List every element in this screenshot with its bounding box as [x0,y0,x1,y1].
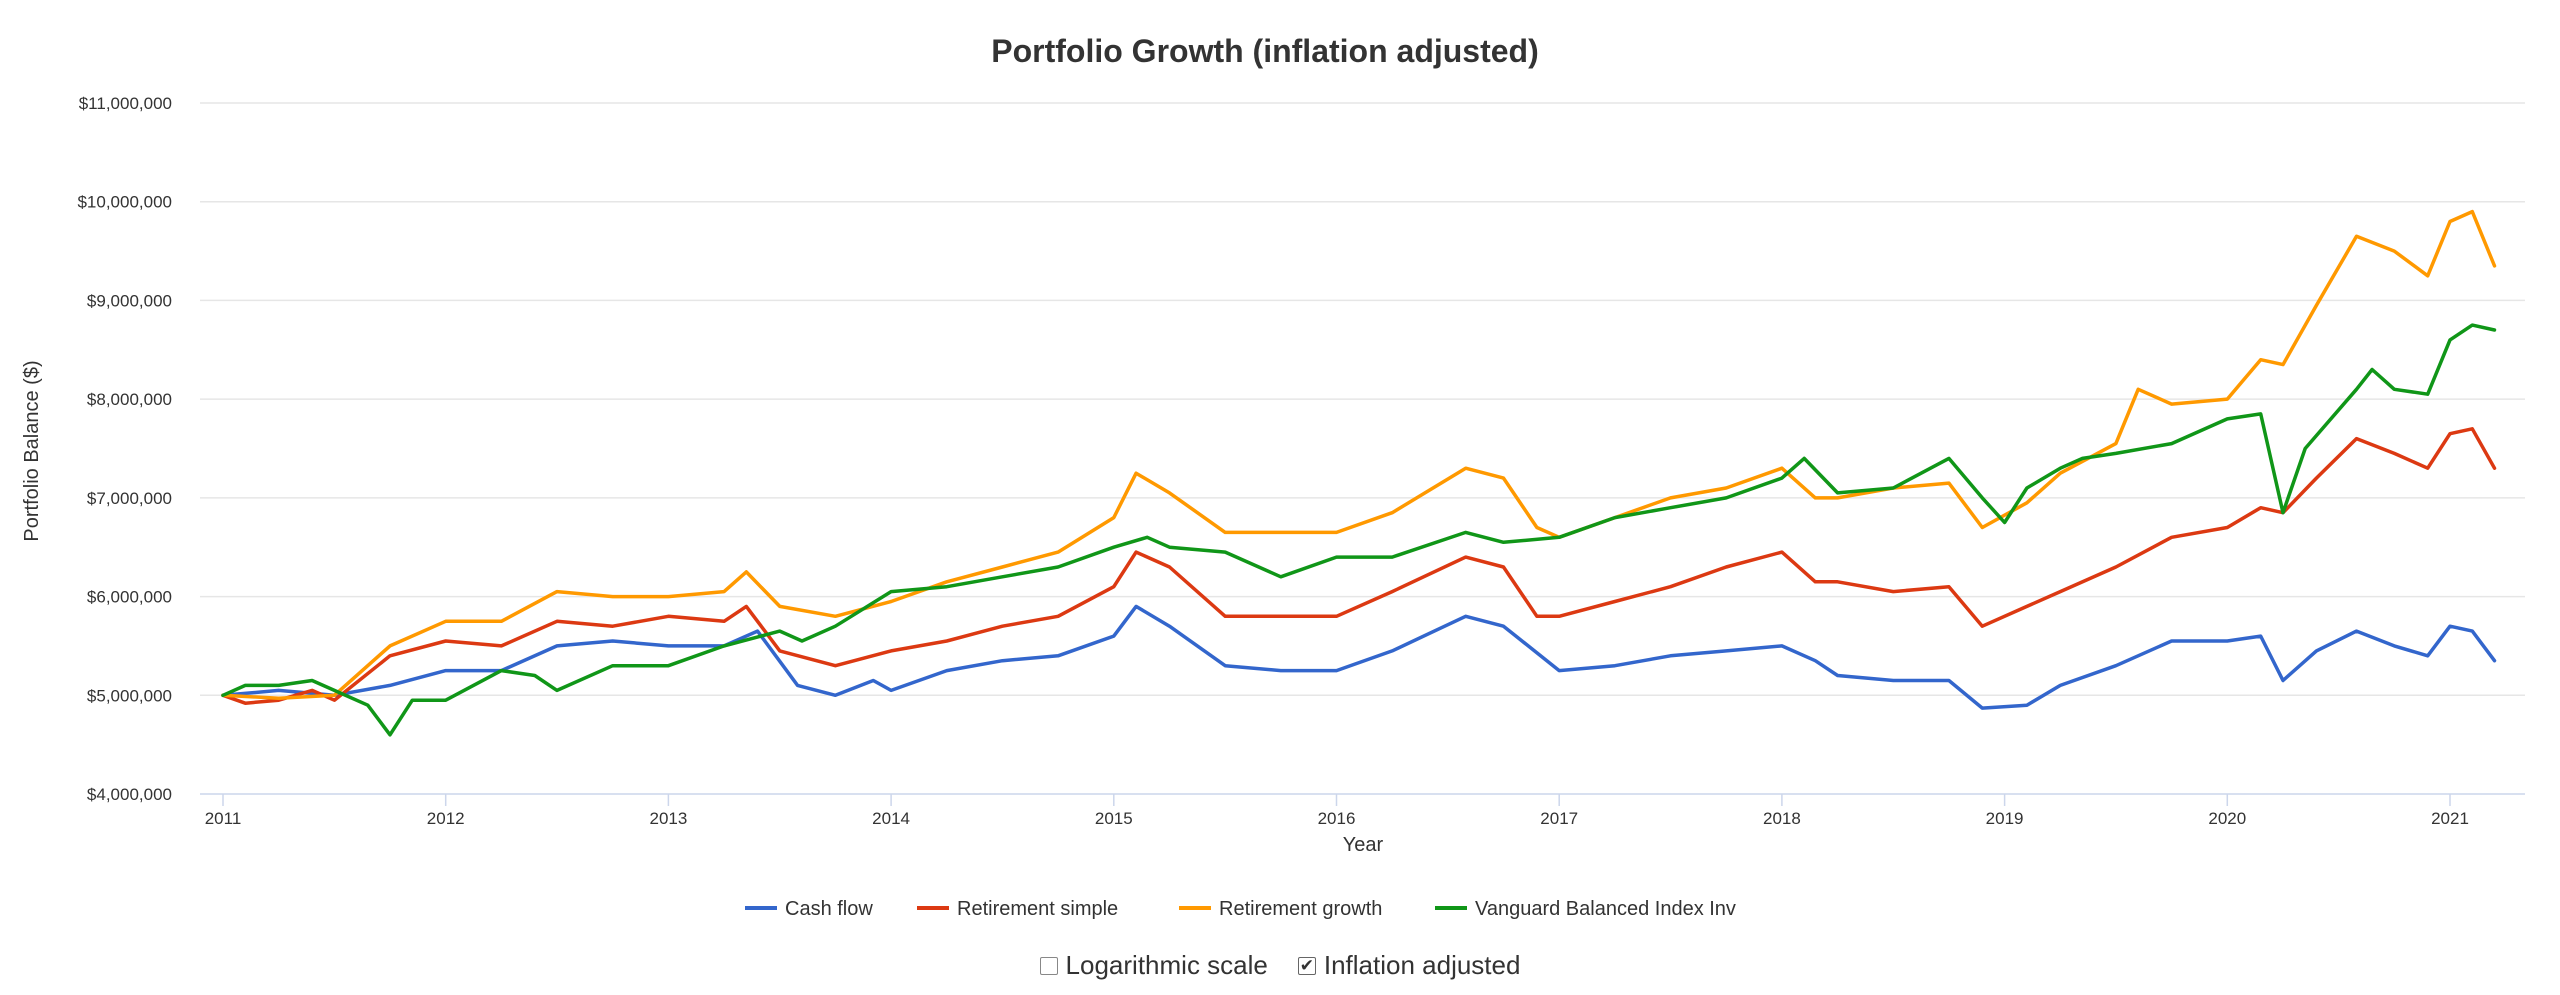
x-tick-label: 2020 [2208,809,2246,828]
series-lines [221,209,2497,737]
y-axis-label: Portfolio Balance ($) [21,360,43,541]
y-tick-label: $5,000,000 [87,686,172,705]
x-tick-label: 2019 [1986,809,2024,828]
log-scale-label: Logarithmic scale [1065,950,1268,980]
portfolio-growth-chart: Portfolio Growth (inflation adjusted) $4… [21,33,2525,920]
x-axis-label: Year [1343,834,1384,856]
x-tick-label: 2011 [205,809,242,828]
y-tick-label: $9,000,000 [87,291,172,310]
legend-item-vanguard-balanced-index-inv[interactable]: Vanguard Balanced Index Inv [1435,898,1736,920]
x-tick-label: 2016 [1318,809,1356,828]
chart-options: Logarithmic scale ✔ Inflation adjusted [0,950,2560,981]
chart-title: Portfolio Growth (inflation adjusted) [991,33,1539,69]
y-axis-ticks: $4,000,000 $5,000,000 $6,000,000 $7,000,000… [77,94,172,804]
y-tick-label: $4,000,000 [87,785,172,804]
legend-item-cash-flow[interactable]: Cash flow [745,898,873,920]
inflation-adjusted-label: Inflation adjusted [1323,950,1521,980]
legend-label: Retirement simple [957,898,1118,920]
y-tick-label: $10,000,000 [77,193,172,212]
legend-item-retirement-simple[interactable]: Retirement simple [917,898,1118,920]
y-tick-label: $8,000,000 [87,390,172,409]
x-tick-label: 2012 [427,809,465,828]
x-tick-label: 2014 [872,809,910,828]
y-tick-label: $7,000,000 [87,489,172,508]
legend-label: Retirement growth [1219,898,1382,920]
legend-item-retirement-growth[interactable]: Retirement growth [1179,898,1382,920]
legend[interactable]: Cash flow Retirement simple Retirement gro… [745,898,1736,920]
series-line-retirement-growth [221,209,2497,700]
y-tick-label: $11,000,000 [79,94,172,113]
x-tick-label: 2017 [1540,809,1578,828]
x-axis-ticks: 2011 2012 2013 2014 2015 2016 2017 2018 2019 2020… [205,794,2469,828]
inflation-adjusted-checkbox[interactable]: ✔ [1297,956,1316,975]
legend-label: Cash flow [785,898,873,920]
y-tick-label: $6,000,000 [87,588,172,607]
series-line-retirement-simple [221,427,2497,705]
x-tick-label: 2018 [1763,809,1801,828]
log-scale-checkbox[interactable] [1039,956,1058,975]
legend-label: Vanguard Balanced Index Inv [1475,898,1736,920]
log-scale-toggle[interactable]: Logarithmic scale [1039,950,1268,981]
x-tick-label: 2013 [649,809,687,828]
inflation-adjusted-toggle[interactable]: ✔ Inflation adjusted [1297,950,1521,981]
series-line-vanguard-balanced-index-inv [221,323,2497,737]
x-tick-label: 2015 [1095,809,1133,828]
grid-lines [200,102,2525,697]
series-line-cash-flow [221,604,2497,710]
x-tick-label: 2021 [2431,809,2469,828]
